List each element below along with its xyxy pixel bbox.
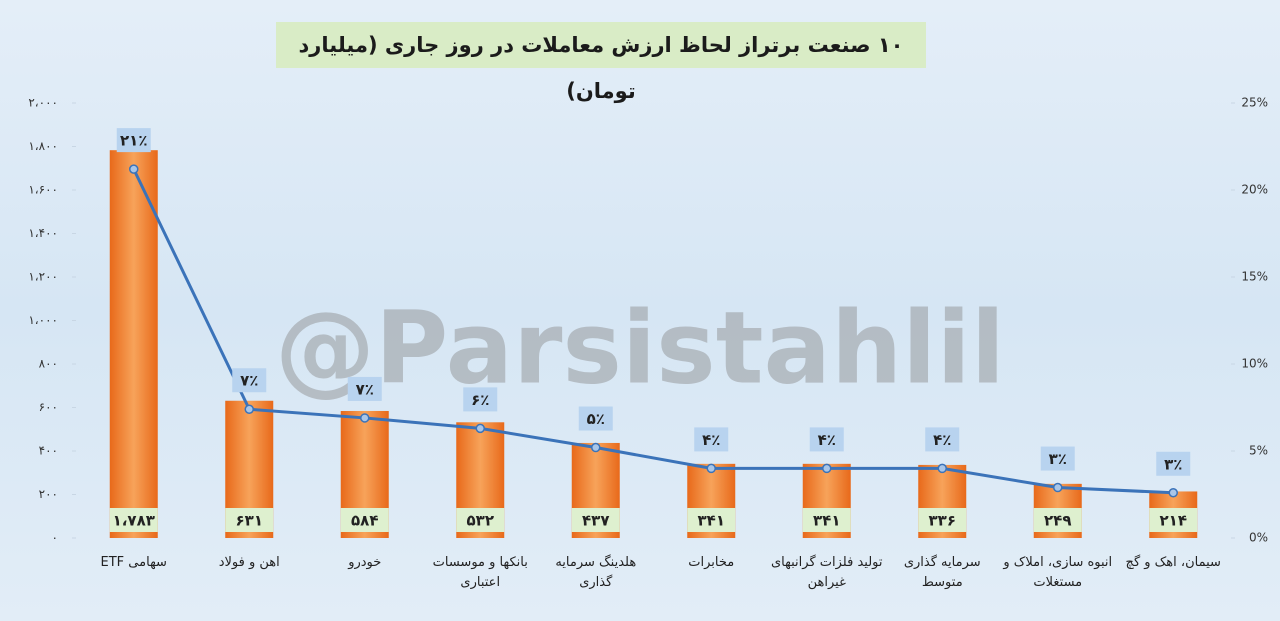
value-label: ۷٪	[240, 372, 258, 390]
value-label-box	[918, 508, 967, 532]
y-tick-label: ۱،۶۰۰	[28, 183, 58, 197]
value-label: ۳۴۱	[813, 512, 840, 530]
y-tick-label: ۲،۰۰۰	[28, 96, 58, 110]
value-label: ۴٪	[702, 431, 720, 449]
value-label: ۵٪	[587, 410, 605, 428]
line-point	[937, 463, 947, 474]
line-point	[244, 404, 254, 414]
value-label: ۲۱۴	[1160, 512, 1187, 530]
value-label-box	[802, 508, 851, 532]
y2-tick-label: 15%	[1241, 270, 1268, 284]
y2-tick-label: 10%	[1241, 357, 1268, 371]
y-tick-label: ۲۰۰	[39, 487, 58, 501]
value-label: ۵۸۴	[351, 512, 378, 530]
value-label: ۳۳۶	[929, 512, 956, 530]
value-label-box	[1040, 446, 1075, 471]
value-label-box	[925, 427, 960, 452]
value-label-box	[225, 508, 274, 532]
y-tick-label: ۱،۲۰۰	[28, 270, 58, 284]
value-label: ۶٪	[471, 391, 489, 409]
value-label-box	[687, 508, 736, 532]
line-point	[1053, 482, 1063, 493]
bar	[109, 150, 158, 538]
x-tick-label: هلدینگ سرمایه گذاری	[555, 555, 637, 590]
x-tick-label: اهن و فولاد	[218, 555, 280, 570]
y-tick-label: ۴۰۰	[39, 444, 58, 458]
value-label-box	[340, 508, 389, 532]
x-tick-label: سهامی ETF	[100, 555, 167, 570]
line	[132, 168, 1174, 495]
y2-tick-label: 20%	[1241, 183, 1268, 197]
value-label-box	[1033, 508, 1082, 532]
y2-tick-label: 5%	[1249, 444, 1268, 458]
value-label: ۳۴۱	[698, 512, 725, 530]
value-label-box	[116, 128, 151, 153]
value-label: ۵۳۲	[467, 512, 494, 530]
value-label-box	[694, 427, 729, 452]
value-label-box	[1156, 451, 1191, 476]
line-point	[129, 164, 139, 174]
chart-title: ۱۰ صنعت برتراز لحاظ ارزش معاملات در روز …	[276, 22, 926, 103]
value-label: ۳٪	[1049, 450, 1067, 468]
value-label: ۷٪	[356, 380, 374, 398]
y-tick-label: ۱،۸۰۰	[28, 139, 58, 153]
value-label: ۱،۷۸۳	[113, 512, 155, 530]
x-tick-label: سرمایه گذاری متوسط	[903, 555, 981, 590]
value-label: ۲۱٪	[120, 132, 147, 150]
y-tick-label: ۱،۰۰۰	[28, 313, 58, 327]
value-label: ۶۳۱	[236, 512, 263, 530]
line-point	[360, 413, 370, 423]
value-label: ۳٪	[1164, 455, 1182, 473]
x-tick-label: انبوه سازی، املاک و مستغلات	[1003, 555, 1113, 590]
x-tick-label: مخابرات	[688, 555, 735, 570]
value-label-box	[347, 376, 382, 401]
x-tick-label: خودرو	[348, 555, 382, 570]
value-label-box	[232, 368, 267, 393]
value-label-box	[809, 427, 844, 452]
y2-tick-label: 25%	[1241, 96, 1268, 110]
y-tick-label: ۰	[52, 531, 58, 545]
y-tick-label: ۱،۴۰۰	[28, 226, 58, 240]
line-point	[591, 442, 601, 453]
value-label-box	[578, 406, 613, 431]
value-label-box	[456, 508, 505, 532]
y-tick-label: ۸۰۰	[39, 357, 58, 371]
value-label-box	[109, 508, 158, 532]
value-label-box	[1149, 508, 1198, 532]
value-label-box	[571, 508, 620, 532]
value-label: ۴۳۷	[582, 512, 609, 530]
watermark: @Parsistahlil	[275, 289, 1005, 406]
line-point	[475, 423, 485, 434]
value-label-box	[463, 387, 498, 412]
value-label: ۴٪	[818, 431, 836, 449]
value-label: ۴٪	[933, 431, 951, 449]
line-point	[822, 463, 832, 474]
x-tick-label: بانکها و موسسات اعتباری	[432, 555, 528, 590]
y-tick-label: ۶۰۰	[39, 400, 58, 414]
y2-tick-label: 0%	[1249, 531, 1268, 545]
line-point	[706, 463, 716, 474]
value-label: ۲۴۹	[1044, 512, 1071, 530]
line-point	[1168, 488, 1178, 498]
x-tick-label: سیمان، اهک و گچ	[1125, 555, 1221, 570]
x-tick-label: تولید فلزات گرانبهای غیراهن	[771, 555, 883, 590]
